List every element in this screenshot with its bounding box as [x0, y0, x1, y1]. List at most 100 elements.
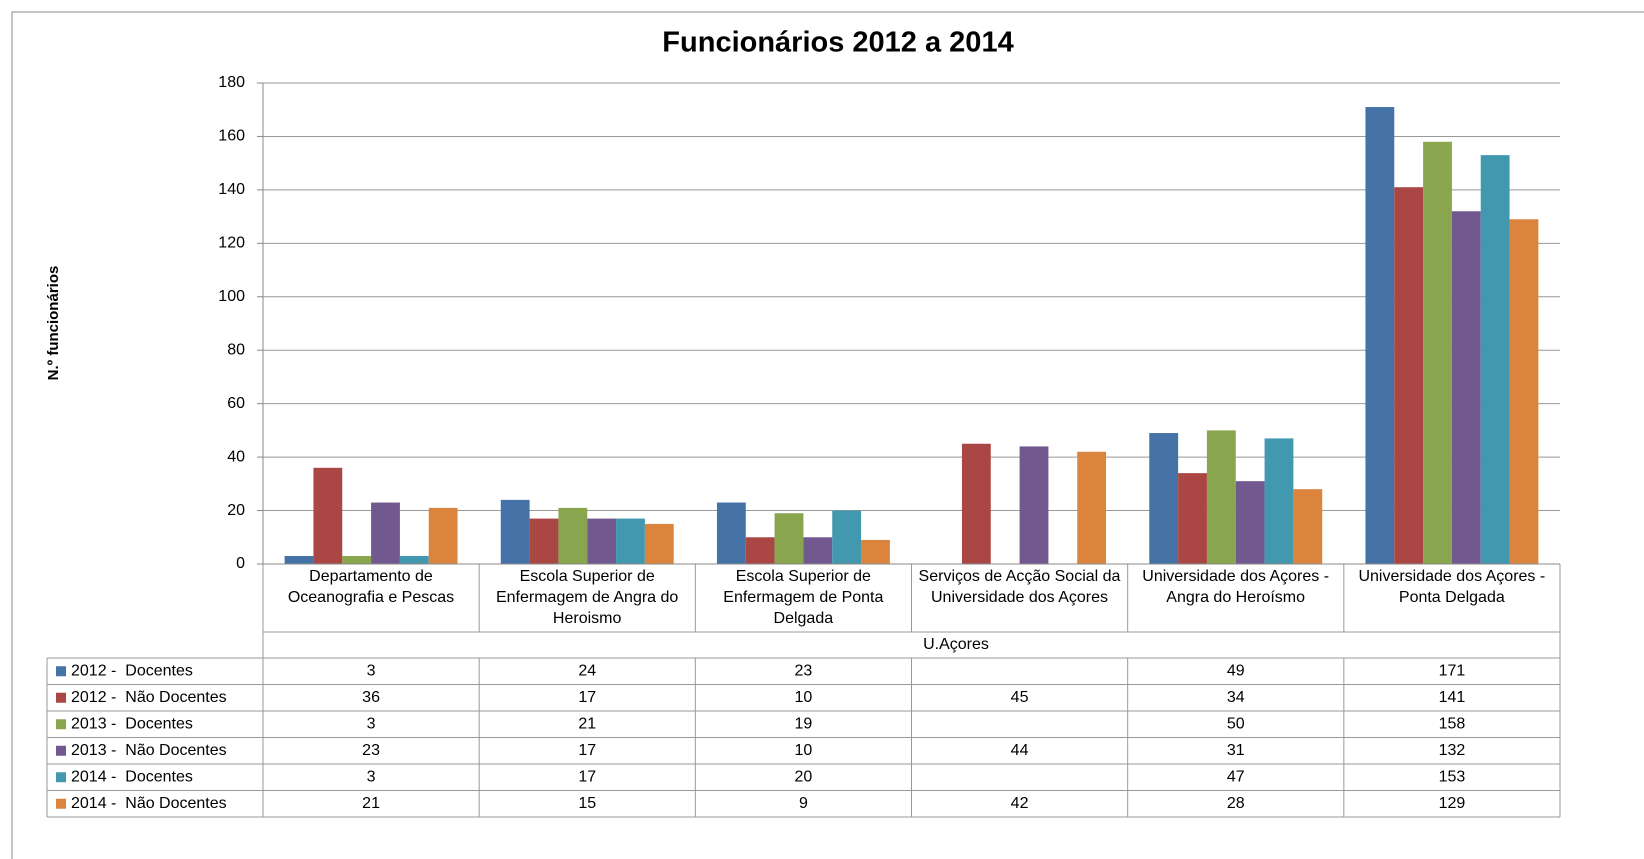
- table-value: 44: [1011, 742, 1029, 759]
- table-value: 153: [1439, 768, 1466, 785]
- y-tick-label: 120: [218, 235, 245, 252]
- legend-label: 2012 - Docentes: [71, 662, 193, 679]
- table-value: 141: [1439, 689, 1466, 706]
- x-axis-label: U.Açores: [923, 636, 989, 653]
- bar: [1178, 473, 1207, 564]
- legend-swatch: [56, 745, 66, 756]
- bar: [1509, 219, 1539, 565]
- table-value: 132: [1439, 742, 1466, 759]
- y-tick-label: 100: [218, 288, 245, 305]
- table-value: 17: [578, 768, 596, 785]
- x-tick-label: Universidade dos Açores - Ponta Delgada: [1358, 568, 1546, 606]
- y-tick-label: 80: [227, 341, 245, 358]
- table-value: 23: [795, 662, 813, 679]
- bar: [1206, 430, 1236, 564]
- table-value: 10: [795, 689, 813, 706]
- bar: [313, 467, 343, 564]
- table-value: 171: [1439, 662, 1466, 679]
- table-value: 45: [1011, 689, 1029, 706]
- table-value: 50: [1227, 715, 1245, 732]
- bar: [1293, 489, 1323, 564]
- bar: [745, 537, 775, 564]
- bar: [1019, 446, 1049, 564]
- bar: [371, 502, 400, 564]
- y-tick-label: 140: [218, 181, 245, 198]
- table-value: 129: [1439, 795, 1466, 812]
- table-value: 3: [367, 662, 376, 679]
- bar: [1149, 433, 1179, 564]
- legend-label: 2013 - Docentes: [71, 715, 193, 732]
- legend-swatch: [56, 798, 66, 809]
- bar: [716, 502, 746, 564]
- x-tick-label: Escola Superior de Enfermagem de Angra d…: [495, 568, 679, 627]
- bar: [1235, 481, 1265, 564]
- table-value: 28: [1227, 795, 1245, 812]
- y-tick-label: 40: [227, 448, 245, 465]
- y-tick-label: 160: [218, 128, 245, 145]
- table-value: 36: [362, 689, 380, 706]
- legend-swatch: [56, 692, 66, 703]
- table-value: 9: [799, 795, 808, 812]
- table-value: 3: [367, 768, 376, 785]
- legend-swatch: [56, 666, 66, 677]
- bar: [1077, 451, 1107, 564]
- bar: [284, 555, 314, 564]
- table-value: 3: [367, 715, 376, 732]
- bar: [1480, 155, 1510, 564]
- table-value: 17: [578, 689, 596, 706]
- bar: [616, 518, 645, 564]
- y-tick-label: 60: [227, 395, 245, 412]
- bar: [774, 513, 804, 564]
- x-tick-label: Serviços de Acção Social da Universidade…: [918, 568, 1121, 606]
- bar: [1394, 187, 1424, 564]
- table-value: 158: [1439, 715, 1466, 732]
- bar: [500, 499, 530, 564]
- y-tick-label: 0: [236, 555, 245, 572]
- bar: [399, 555, 429, 564]
- bar: [803, 537, 833, 564]
- legend-swatch: [56, 719, 66, 730]
- legend-label: 2013 - Não Docentes: [71, 742, 227, 759]
- y-axis-label: N.º funcionários: [45, 266, 62, 381]
- bar: [558, 507, 588, 564]
- table-value: 42: [1011, 795, 1029, 812]
- legend-label: 2014 - Docentes: [71, 768, 193, 785]
- table-value: 21: [578, 715, 596, 732]
- table-value: 21: [362, 795, 380, 812]
- chart-title: Funcionários 2012 a 2014: [662, 27, 1013, 59]
- table-value: 19: [795, 715, 813, 732]
- bar: [961, 443, 991, 564]
- y-tick-label: 180: [218, 74, 245, 91]
- bar: [832, 510, 862, 564]
- x-tick-label: Universidade dos Açores - Angra do Heroí…: [1142, 568, 1330, 606]
- table-value: 15: [578, 795, 596, 812]
- bar: [342, 555, 372, 564]
- bar: [1365, 107, 1395, 565]
- bar: [861, 539, 890, 564]
- x-tick-label: Departamento de Oceanografia e Pescas: [287, 568, 455, 606]
- legend-label: 2012 - Não Docentes: [71, 689, 227, 706]
- y-tick-label: 20: [227, 502, 245, 519]
- bar: [1451, 211, 1481, 564]
- bar: [587, 518, 617, 564]
- table-value: 23: [362, 742, 380, 759]
- table-value: 34: [1227, 689, 1245, 706]
- table-value: 10: [795, 742, 813, 759]
- legend-swatch: [56, 772, 66, 783]
- bar: [428, 507, 458, 564]
- bar: [644, 523, 674, 564]
- x-tick-label: Escola Superior de Enfermagem de Ponta D…: [723, 568, 884, 627]
- legend-label: 2014 - Não Docentes: [71, 795, 227, 812]
- table-value: 24: [578, 662, 596, 679]
- table-value: 17: [578, 742, 596, 759]
- table-value: 49: [1227, 662, 1245, 679]
- bar: [1264, 438, 1294, 564]
- table-value: 47: [1227, 768, 1245, 785]
- chart-frame: [11, 11, 1644, 859]
- table-value: 20: [795, 768, 813, 785]
- table-value: 31: [1227, 742, 1245, 759]
- bar: [529, 518, 559, 564]
- bar: [1423, 141, 1452, 565]
